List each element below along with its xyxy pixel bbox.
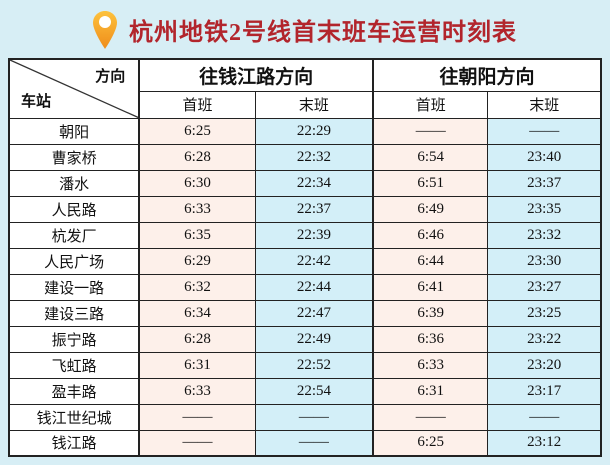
qianjiang-last-train-cell: 22:37 — [254, 195, 374, 223]
corner-label-station: 车站 — [21, 93, 52, 110]
chaoyang-first-train-cell: 6:39 — [372, 299, 489, 327]
location-pin-icon — [93, 11, 117, 49]
chaoyang-first-train-cell: 6:25 — [372, 429, 489, 457]
chaoyang-first-train-cell: 6:36 — [372, 325, 489, 353]
qianjiang-last-train-cell: —— — [254, 429, 374, 457]
subheader-qianjiang-first: 首班 — [138, 90, 256, 119]
chaoyang-first-train-cell: 6:46 — [372, 221, 489, 249]
chaoyang-first-train-cell: 6:33 — [372, 351, 489, 379]
qianjiang-first-train-cell: 6:29 — [138, 247, 256, 275]
chaoyang-last-train-cell: 23:27 — [487, 273, 602, 301]
station-cell: 潘水 — [8, 169, 140, 197]
chaoyang-last-train-cell: 23:17 — [487, 377, 602, 405]
qianjiang-first-train-cell: —— — [138, 429, 256, 457]
chaoyang-first-train-cell: 6:41 — [372, 273, 489, 301]
station-cell: 人民路 — [8, 195, 140, 223]
chaoyang-last-train-cell: —— — [487, 117, 602, 145]
timetable: 方向 车站 往钱江路方向 往朝阳方向 首班 末班 首班 末班 朝阳 6:25 2… — [8, 58, 602, 457]
chaoyang-first-train-cell: 6:54 — [372, 143, 489, 171]
chaoyang-last-train-cell: 23:12 — [487, 429, 602, 457]
chaoyang-first-train-cell: 6:31 — [372, 377, 489, 405]
chaoyang-last-train-cell: 23:37 — [487, 169, 602, 197]
qianjiang-last-train-cell: 22:44 — [254, 273, 374, 301]
chaoyang-last-train-cell: 23:40 — [487, 143, 602, 171]
qianjiang-first-train-cell: 6:33 — [138, 195, 256, 223]
table-row: 钱江世纪城 —— —— —— —— — [8, 403, 602, 431]
page-header: 杭州地铁2号线首末班车运营时刻表 — [0, 0, 610, 58]
qianjiang-first-train-cell: —— — [138, 403, 256, 431]
station-cell: 飞虹路 — [8, 351, 140, 379]
station-cell: 建设一路 — [8, 273, 140, 301]
qianjiang-first-train-cell: 6:28 — [138, 325, 256, 353]
chaoyang-first-train-cell: —— — [372, 117, 489, 145]
station-cell: 建设三路 — [8, 299, 140, 327]
chaoyang-last-train-cell: 23:22 — [487, 325, 602, 353]
chaoyang-last-train-cell: 23:25 — [487, 299, 602, 327]
subheader-chaoyang-last: 末班 — [487, 90, 602, 119]
chaoyang-first-train-cell: 6:51 — [372, 169, 489, 197]
chaoyang-last-train-cell: 23:35 — [487, 195, 602, 223]
table-row: 建设一路 6:32 22:44 6:41 23:27 — [8, 273, 602, 301]
direction-header-chaoyang: 往朝阳方向 — [372, 58, 602, 92]
chaoyang-first-train-cell: 6:49 — [372, 195, 489, 223]
chaoyang-last-train-cell: —— — [487, 403, 602, 431]
qianjiang-last-train-cell: 22:47 — [254, 299, 374, 327]
station-cell: 杭发厂 — [8, 221, 140, 249]
table-row: 人民广场 6:29 22:42 6:44 23:30 — [8, 247, 602, 275]
table-row: 朝阳 6:25 22:29 —— —— — [8, 117, 602, 145]
table-row: 杭发厂 6:35 22:39 6:46 23:32 — [8, 221, 602, 249]
table-row: 盈丰路 6:33 22:54 6:31 23:17 — [8, 377, 602, 405]
station-cell: 曹家桥 — [8, 143, 140, 171]
qianjiang-first-train-cell: 6:30 — [138, 169, 256, 197]
station-cell: 人民广场 — [8, 247, 140, 275]
table-row: 振宁路 6:28 22:49 6:36 23:22 — [8, 325, 602, 353]
table-row: 钱江路 —— —— 6:25 23:12 — [8, 429, 602, 457]
station-cell: 钱江路 — [8, 429, 140, 457]
corner-header-cell: 方向 车站 — [8, 58, 140, 119]
table-row: 曹家桥 6:28 22:32 6:54 23:40 — [8, 143, 602, 171]
qianjiang-last-train-cell: 22:29 — [254, 117, 374, 145]
qianjiang-first-train-cell: 6:34 — [138, 299, 256, 327]
qianjiang-first-train-cell: 6:35 — [138, 221, 256, 249]
qianjiang-first-train-cell: 6:31 — [138, 351, 256, 379]
table-row: 人民路 6:33 22:37 6:49 23:35 — [8, 195, 602, 223]
chaoyang-last-train-cell: 23:32 — [487, 221, 602, 249]
page-title: 杭州地铁2号线首末班车运营时刻表 — [129, 19, 517, 46]
station-cell: 盈丰路 — [8, 377, 140, 405]
chaoyang-last-train-cell: 23:20 — [487, 351, 602, 379]
chaoyang-first-train-cell: 6:44 — [372, 247, 489, 275]
qianjiang-first-train-cell: 6:25 — [138, 117, 256, 145]
chaoyang-first-train-cell: —— — [372, 403, 489, 431]
qianjiang-first-train-cell: 6:28 — [138, 143, 256, 171]
qianjiang-last-train-cell: 22:49 — [254, 325, 374, 353]
table-row: 潘水 6:30 22:34 6:51 23:37 — [8, 169, 602, 197]
corner-label-direction: 方向 — [95, 69, 126, 85]
station-cell: 朝阳 — [8, 117, 140, 145]
subheader-chaoyang-first: 首班 — [372, 90, 489, 119]
chaoyang-last-train-cell: 23:30 — [487, 247, 602, 275]
qianjiang-last-train-cell: 22:52 — [254, 351, 374, 379]
qianjiang-last-train-cell: 22:42 — [254, 247, 374, 275]
table-row: 建设三路 6:34 22:47 6:39 23:25 — [8, 299, 602, 327]
direction-header-qianjiang: 往钱江路方向 — [138, 58, 374, 92]
station-cell: 钱江世纪城 — [8, 403, 140, 431]
station-cell: 振宁路 — [8, 325, 140, 353]
diagonal-divider — [10, 60, 138, 118]
qianjiang-last-train-cell: —— — [254, 403, 374, 431]
qianjiang-last-train-cell: 22:39 — [254, 221, 374, 249]
qianjiang-first-train-cell: 6:33 — [138, 377, 256, 405]
subheader-qianjiang-last: 末班 — [254, 90, 374, 119]
table-row: 飞虹路 6:31 22:52 6:33 23:20 — [8, 351, 602, 379]
qianjiang-first-train-cell: 6:32 — [138, 273, 256, 301]
qianjiang-last-train-cell: 22:34 — [254, 169, 374, 197]
qianjiang-last-train-cell: 22:54 — [254, 377, 374, 405]
qianjiang-last-train-cell: 22:32 — [254, 143, 374, 171]
